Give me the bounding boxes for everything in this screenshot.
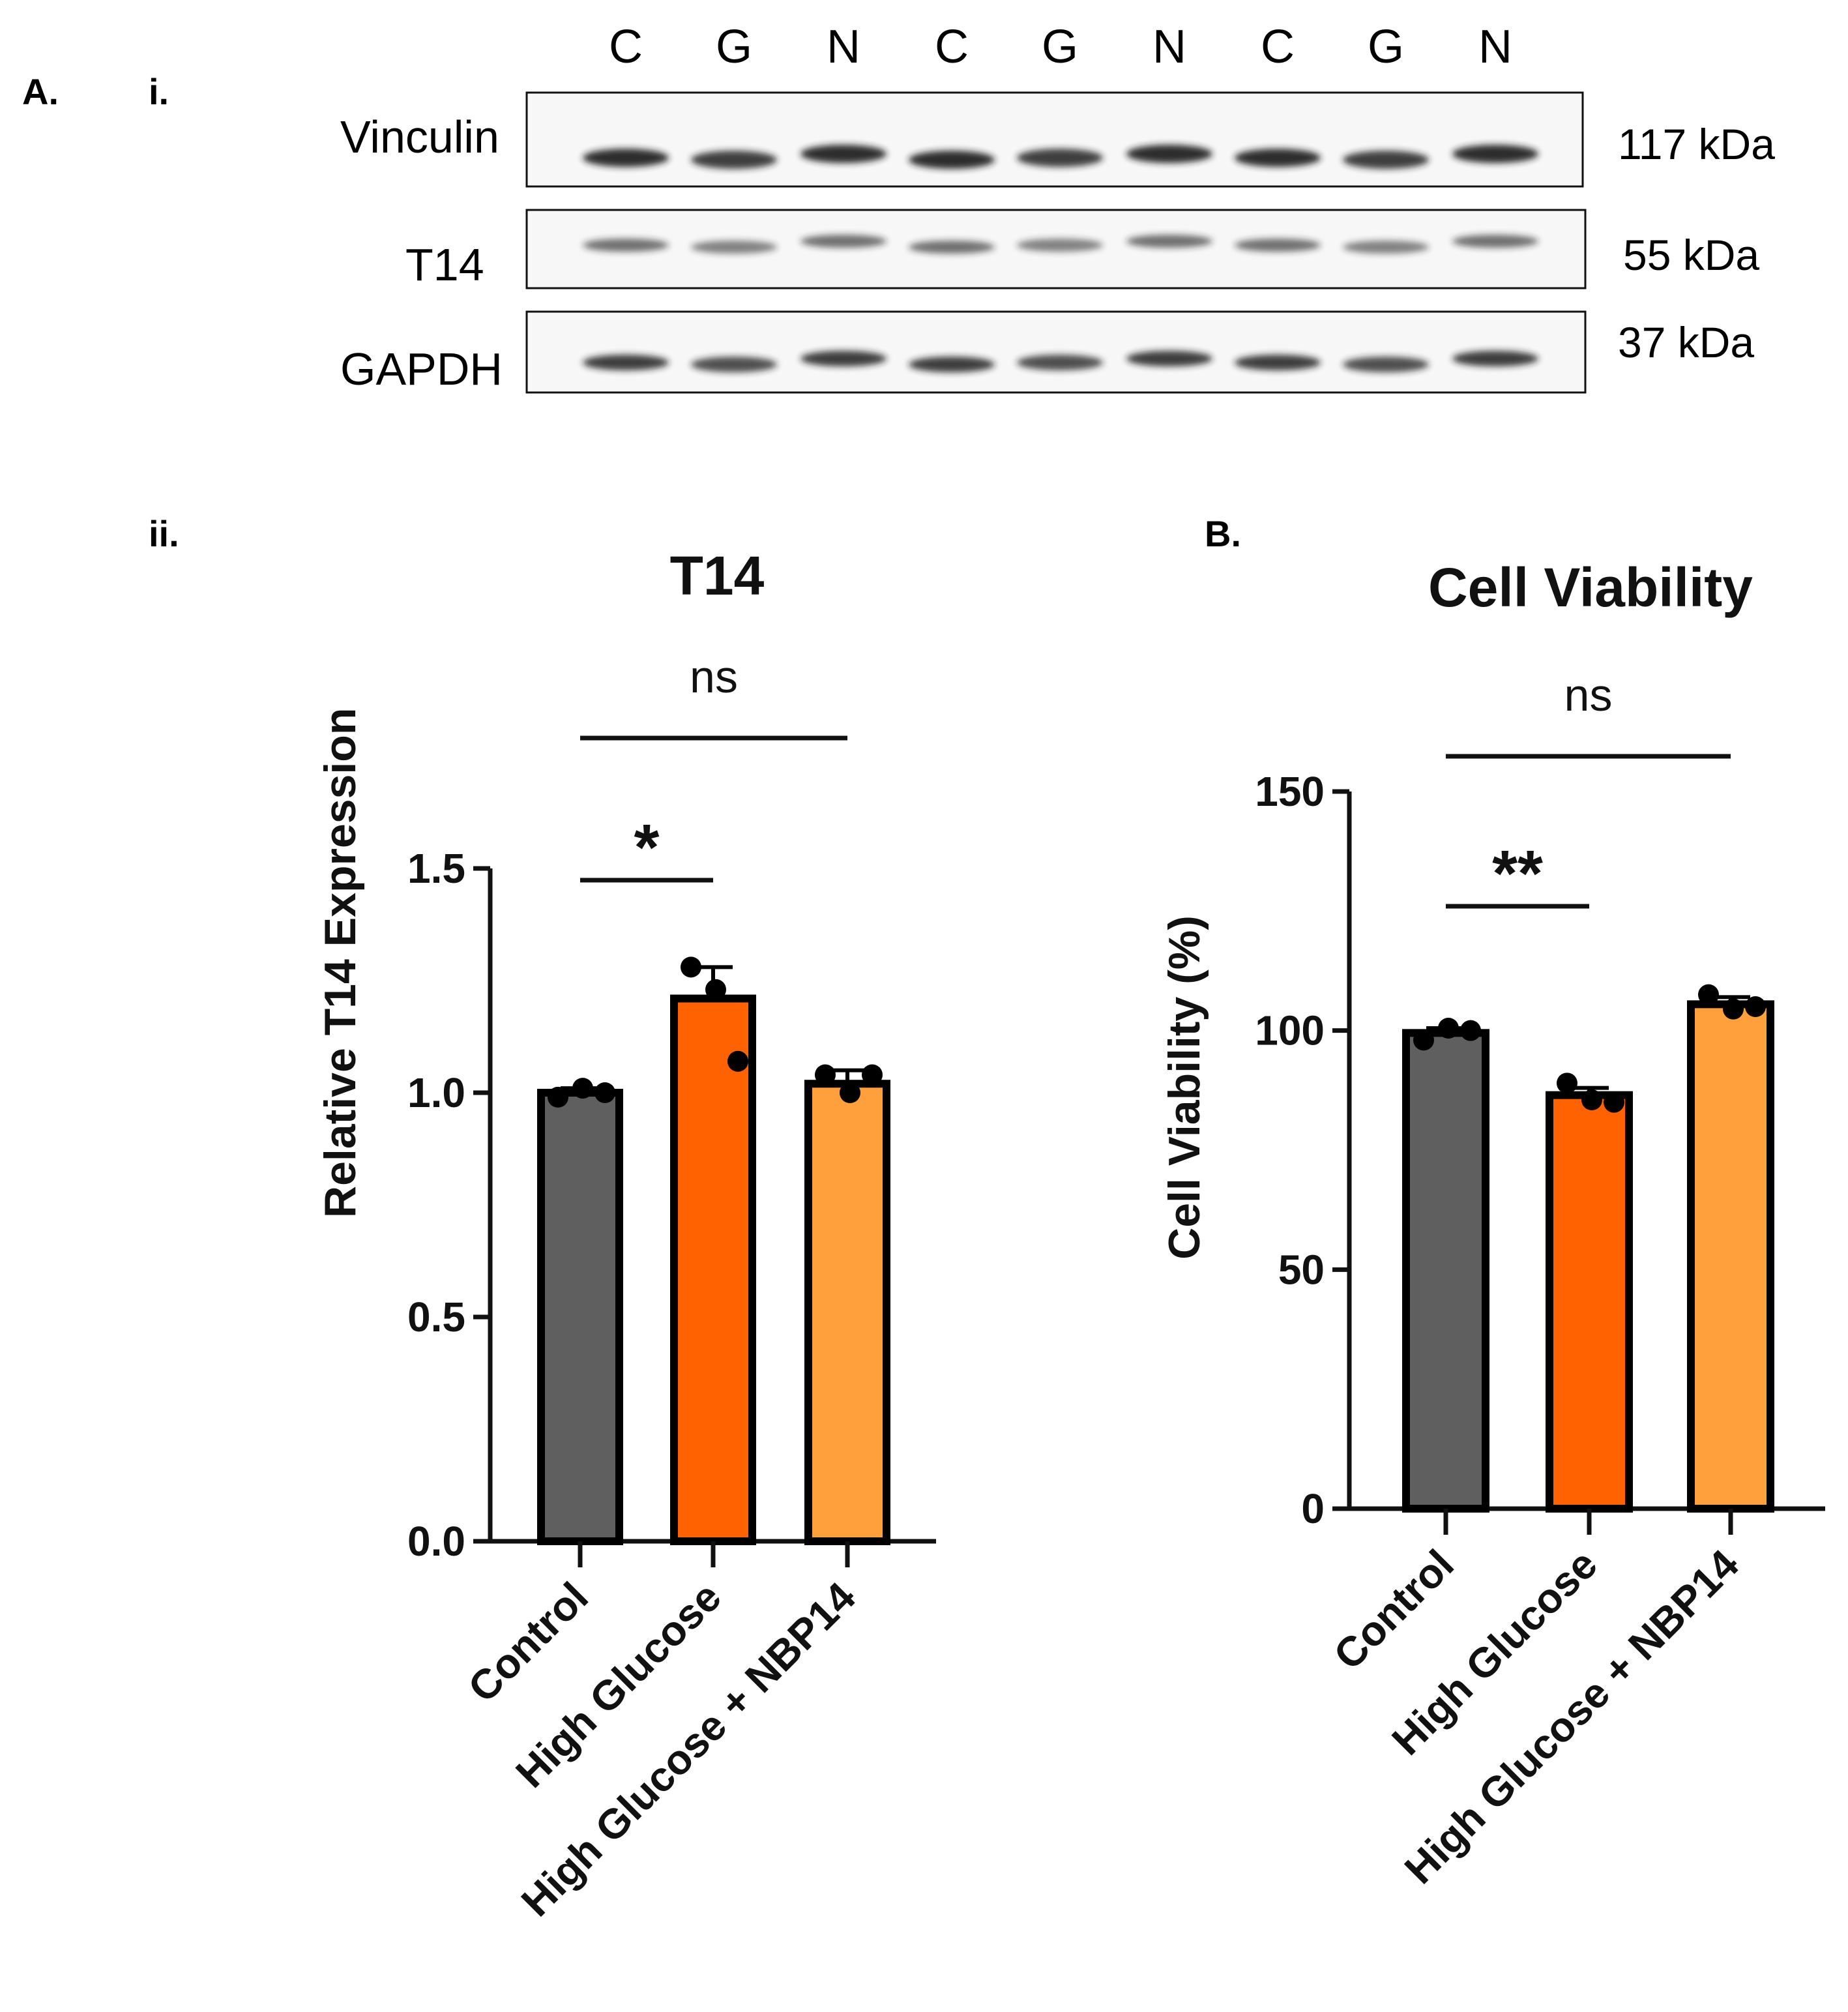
bar [1687,1000,1774,1513]
lane-label: G [1042,21,1078,73]
data-point [1413,1029,1434,1051]
lane-label: C [935,21,969,73]
data-point [1438,1018,1459,1039]
gapdh-band [1235,355,1321,370]
data-point [681,956,701,978]
gapdh-band [1017,355,1103,370]
vinculin-band [1343,151,1429,169]
panel-label-a-i: i. [149,71,169,112]
y-tick-label: 1.0 [407,1069,465,1116]
gapdh-band [1126,351,1212,366]
x-category-label: Control [1325,1541,1463,1679]
data-point [705,979,726,1000]
chart-title-cell-viability: Cell Viability [1428,557,1753,618]
t14-band [691,241,777,254]
t14-band [1235,239,1321,252]
vinculin-band [1235,149,1321,167]
y-tick-label: 0.0 [407,1518,465,1565]
data-point [594,1082,615,1103]
y-tick-label: 50 [1278,1246,1325,1293]
y-axis-label-t14: Relative T14 Expression [315,708,365,1218]
chart-cell-viability: Cell Viability Cell Viability (%) 0 50 100… [1160,557,1825,1893]
panel-label-a: A. [22,71,59,112]
chart-t14: T14 Relative T14 Expression 0.0 0.5 1.0 1.5… [315,545,936,1925]
t14-band [1017,239,1103,252]
data-point [1723,998,1744,1020]
vinculin-band [1452,145,1538,163]
t14-band [800,235,887,248]
blot-label-t14: T14 [405,239,484,290]
gapdh-band [909,357,995,372]
lane-label: N [1152,21,1186,73]
panel-label-b: B. [1205,513,1241,554]
data-point [727,1050,748,1072]
y-tick-label: 0 [1301,1485,1325,1532]
data-point [548,1086,568,1108]
t14-band [583,239,669,252]
t14-band [1343,241,1429,254]
y-axis-label-cell-viability: Cell Viability (%) [1160,915,1209,1260]
significance-label: ** [1492,837,1543,910]
significance-label: * [634,811,660,884]
blot-strip-vinculin [525,91,1584,188]
data-point [1581,1089,1602,1110]
blot-size-gapdh: 37 kDa [1618,318,1754,366]
t14-band [1126,235,1212,248]
bar [1402,1029,1489,1513]
data-point [1460,1020,1481,1041]
lane-label: G [1368,21,1404,73]
lane-label: N [1478,21,1512,73]
chart-title-t14: T14 [670,545,765,606]
blot-size-vinculin: 117 kDa [1618,120,1775,168]
data-point [815,1064,836,1086]
blot-size-t14: 55 kDa [1623,231,1759,279]
gapdh-band [1343,357,1429,372]
blot-bands [583,145,1538,372]
gapdh-band [1452,351,1538,366]
data-point [572,1078,593,1099]
significance-label: ns [690,651,738,702]
t14-band [1452,235,1538,248]
gapdh-band [800,351,887,366]
vinculin-band [1017,149,1103,167]
bar [670,994,756,1545]
y-tick-label: 0.5 [407,1294,465,1340]
lane-label: C [609,21,643,73]
x-category-label: Control [459,1573,597,1711]
bar [804,1080,890,1545]
data-point [1698,984,1719,1005]
data-point [862,1064,883,1086]
panel-label-a-ii: ii. [149,513,179,554]
blot-label-vinculin: Vinculin [340,111,499,162]
western-blot: Vinculin T14 GAPDH 117 kDa 55 kDa 37 kDa [340,91,1775,394]
lane-label: G [716,21,752,73]
vinculin-band [800,145,887,163]
gapdh-band [583,355,669,370]
blot-strip-gapdh [525,310,1587,394]
data-point [1557,1073,1577,1094]
blot-label-gapdh: GAPDH [340,344,503,394]
significance-label: ns [1564,670,1613,720]
y-tick-label: 150 [1255,768,1325,815]
t14-band [909,241,995,254]
gapdh-band [691,357,777,372]
lane-label: C [1261,21,1295,73]
bar [537,1089,623,1545]
vinculin-band [909,151,995,169]
y-tick-label: 100 [1255,1007,1325,1054]
bar [1546,1091,1633,1513]
vinculin-band [583,149,669,167]
vinculin-band [691,151,777,169]
lane-label: N [827,21,860,73]
data-point [840,1082,860,1103]
data-point [1745,996,1766,1017]
vinculin-band [1126,145,1212,163]
data-point [1604,1091,1624,1113]
y-tick-label: 1.5 [407,845,465,892]
